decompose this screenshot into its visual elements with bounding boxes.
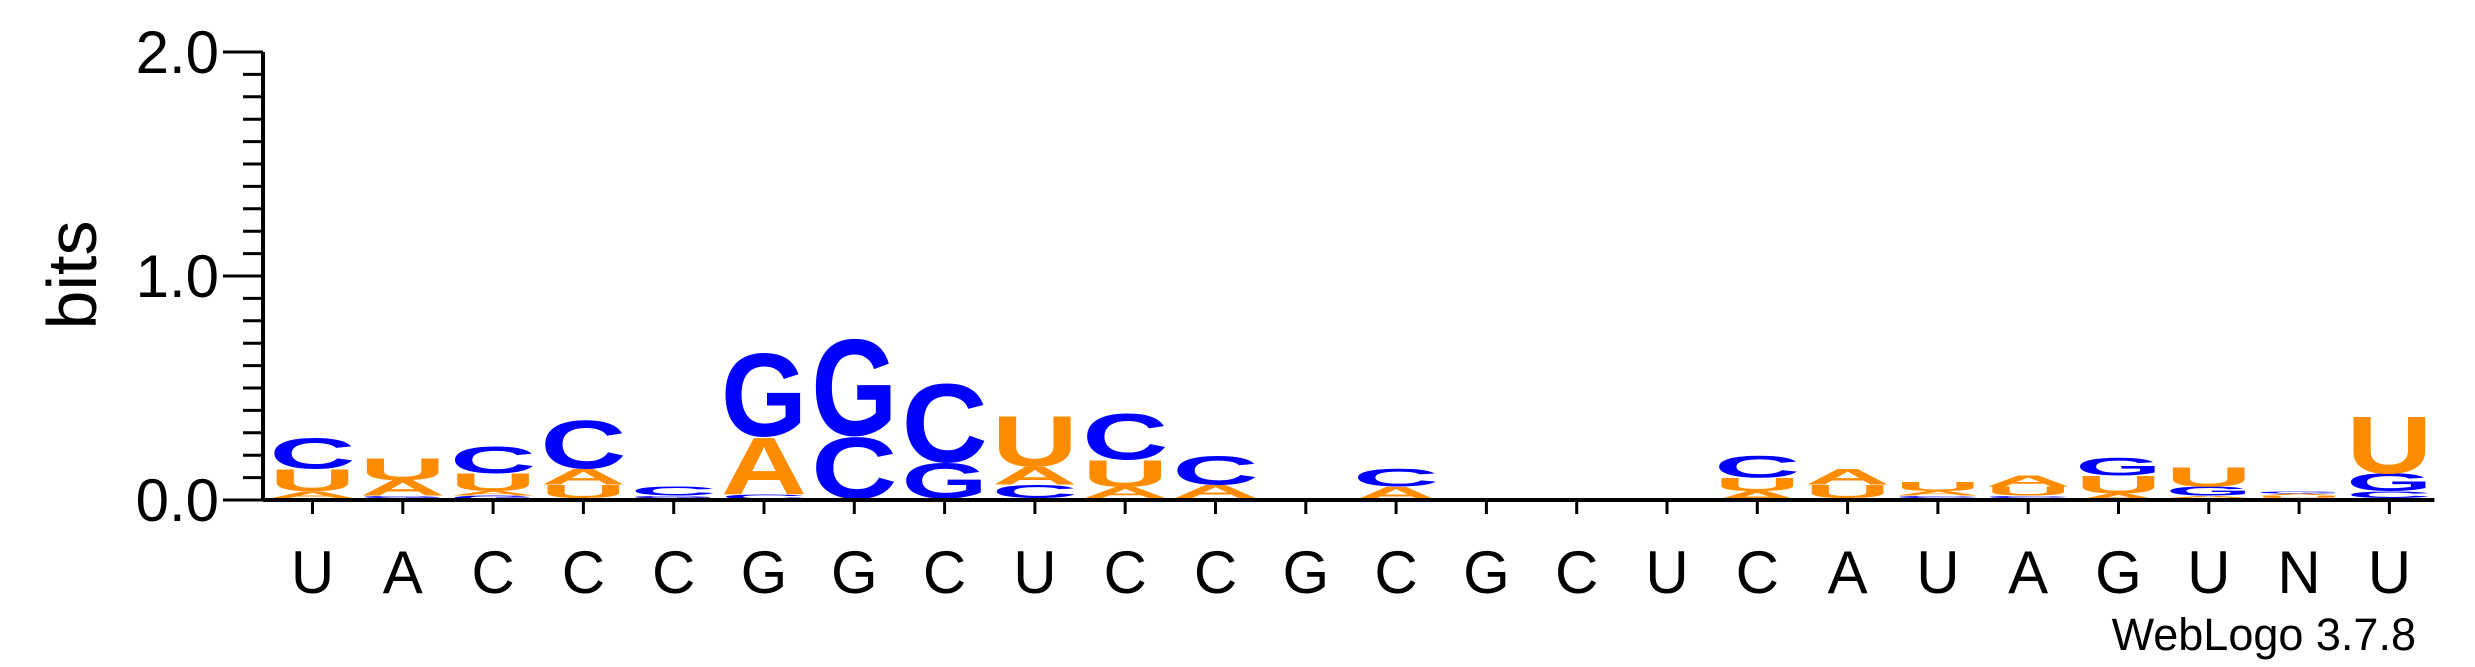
logo-letter-G: G (631, 495, 717, 499)
logo-letter-C: C (631, 484, 717, 498)
y-tick-label: 0.0 (136, 467, 219, 534)
logo-letter-G: G (2076, 453, 2162, 481)
y-tick-label: 1.0 (136, 243, 219, 310)
logo-letter-G: G (2166, 484, 2252, 498)
logo-letter-C: C (540, 406, 626, 483)
logo-letter-A: A (1172, 481, 1258, 502)
logo-letter-U: U (1082, 453, 1168, 495)
logo-letter-U: U (540, 481, 626, 502)
logo-letter-C: C (721, 493, 807, 500)
logo-letter-A: A (1082, 484, 1168, 501)
x-tick-label: C (471, 539, 514, 606)
logo-letter-C: C (1895, 495, 1981, 498)
x-tick-label: N (2277, 539, 2320, 606)
logo-letter-G: G (811, 312, 897, 465)
x-tick-label: U (1645, 539, 1688, 606)
x-tick-label: C (1555, 539, 1598, 606)
logo-letter-C: C (902, 360, 988, 486)
x-tick-label: C (1104, 539, 1147, 606)
logo-letter-A: A (1805, 465, 1891, 490)
logo-letter-U: U (1714, 474, 1800, 495)
logo-letter-C: C (1082, 401, 1168, 474)
logo-letter-G: G (721, 329, 807, 462)
logo-letter-C: C (450, 439, 536, 481)
x-tick-label: G (2095, 539, 2142, 606)
x-tick-label: G (741, 539, 788, 606)
logo-letter-A: A (992, 462, 1078, 490)
logo-letter-C: C (1714, 450, 1800, 485)
x-tick-label: G (831, 539, 878, 606)
logo-letter-U: U (2256, 495, 2342, 498)
credit-label: WebLogo 3.7.8 (2112, 609, 2416, 660)
y-axis: 0.0 1.0 2.0 (136, 19, 265, 534)
logo-letter-U: U (2075, 471, 2161, 499)
logo-letter-C: C (269, 430, 355, 479)
x-tick-label: U (2368, 539, 2411, 606)
x-tick-label: A (383, 539, 423, 606)
logo-letter-G: G (360, 495, 446, 499)
logo-letter-U: U (1985, 484, 2071, 498)
logo-letter-G: G (2346, 468, 2432, 496)
x-tick-label: A (1828, 539, 1868, 606)
x-tick-label: G (1463, 539, 1510, 606)
logo-letter-A: A (1895, 490, 1981, 497)
logo-letter-A: A (360, 476, 446, 501)
x-tick-label: U (2187, 539, 2230, 606)
logo-letter-U: U (360, 452, 446, 487)
logo-letter-A: A (2166, 495, 2252, 498)
logo-letter-U: U (450, 469, 536, 497)
logo-letter-A: A (1985, 472, 2071, 489)
logo-letter-C: C (1985, 495, 2071, 498)
logo-letter-C: C (992, 481, 1078, 502)
y-tick-label: 2.0 (136, 19, 219, 86)
logo-letter-A: A (269, 489, 355, 499)
logo-letter-G: G (2256, 490, 2342, 494)
logo-letter-U: U (269, 463, 355, 498)
letter-stacks: GAUCCGAUGAUCGUACAUGCUCAGUACGUAGCGCAUGAUC… (269, 312, 2432, 517)
x-tick-label: C (652, 539, 695, 606)
x-tick-label: C (1374, 539, 1417, 606)
logo-letter-C: C (1172, 447, 1258, 493)
x-tick-label: C (923, 539, 966, 606)
logo-letter-U: U (1805, 481, 1891, 502)
logo-letter-C: C (1353, 464, 1439, 492)
logo-letter-U: U (1895, 480, 1981, 494)
x-tick-label: C (1194, 539, 1237, 606)
x-tick-label: U (1916, 539, 1959, 606)
logo-letter-U: U (2346, 400, 2432, 491)
logo-letter-G: G (450, 494, 536, 501)
logo-letter-A: A (2075, 492, 2161, 502)
logo-letter-A: A (2256, 493, 2342, 496)
x-tick-label: U (1013, 539, 1056, 606)
logo-letter-A: A (721, 421, 807, 512)
logo-letter-U: U (992, 401, 1078, 481)
x-tick-label: A (2008, 539, 2048, 606)
x-tick-label: U (291, 539, 334, 606)
logo-letter-A: A (540, 465, 626, 490)
x-tick-label: C (1736, 539, 1779, 606)
logo-letter-C: C (2346, 489, 2432, 499)
logo-letter-U: U (2166, 462, 2252, 493)
logo-letter-A: A (450, 490, 536, 497)
y-axis-label: bits (33, 221, 111, 330)
x-tick-label: G (1282, 539, 1329, 606)
x-tick-label: C (562, 539, 605, 606)
